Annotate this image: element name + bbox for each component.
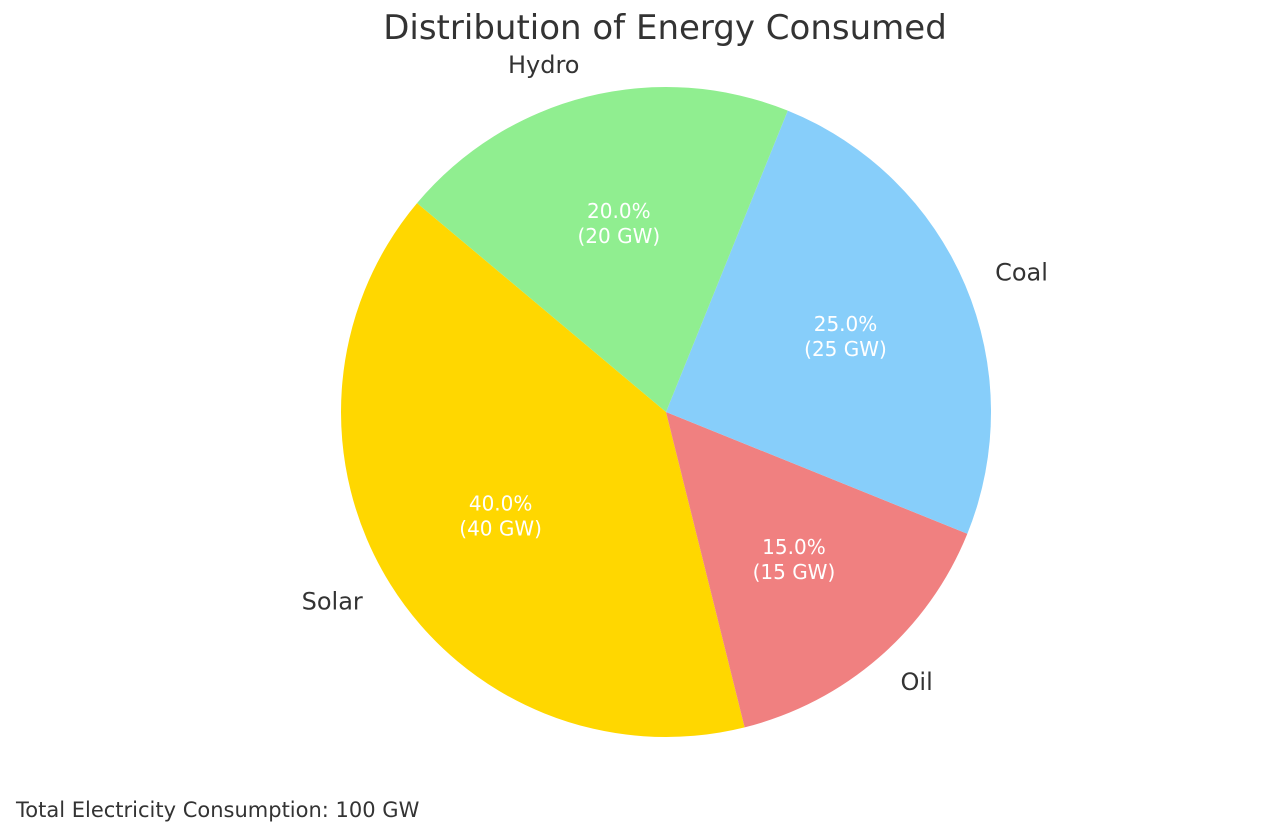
pie-slice-coal	[666, 110, 992, 534]
chart-title: Distribution of Energy Consumed	[383, 8, 947, 48]
value-label-solar: (40 GW)	[459, 516, 542, 540]
value-label-oil: (15 GW)	[753, 560, 836, 584]
percent-label-solar: 40.0%	[469, 491, 533, 515]
value-label-hydro: (20 GW)	[577, 224, 660, 248]
slice-label-coal: Coal	[995, 258, 1048, 286]
percent-label-hydro: 20.0%	[587, 199, 651, 223]
pie-slice-solar	[341, 203, 745, 738]
footer-note: Total Electricity Consumption: 100 GW	[16, 798, 420, 822]
slice-label-hydro: Hydro	[508, 51, 580, 79]
percent-label-oil: 15.0%	[762, 535, 826, 559]
value-label-coal: (25 GW)	[804, 337, 887, 361]
pie-slice-oil	[666, 412, 968, 728]
slice-label-solar: Solar	[302, 587, 363, 615]
percent-label-coal: 25.0%	[814, 312, 878, 336]
slice-label-oil: Oil	[901, 668, 933, 696]
pie-slice-hydro	[417, 86, 788, 413]
